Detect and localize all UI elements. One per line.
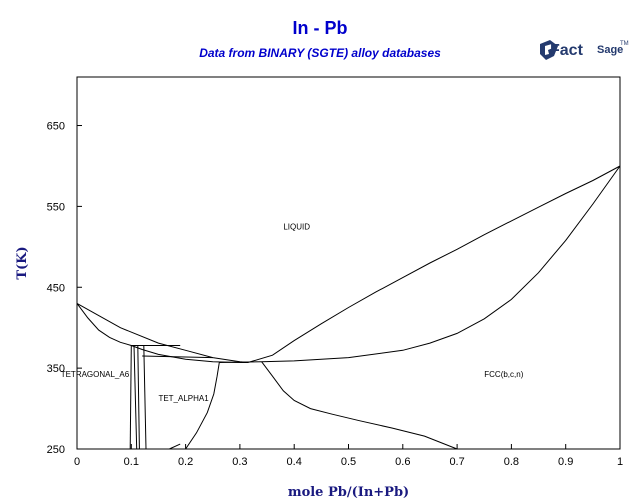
- phase-boundary-line: [169, 443, 181, 450]
- phase-boundary-line: [261, 361, 458, 450]
- y-tick-label: 650: [47, 121, 65, 133]
- phase-label: TET_ALPHA1: [158, 394, 209, 403]
- phase-boundary-line: [129, 345, 132, 450]
- y-tick-label: 350: [47, 363, 65, 375]
- x-tick-label: 0.3: [232, 456, 247, 468]
- x-tick-label: 0.5: [341, 456, 356, 468]
- x-tick-label: 1: [617, 456, 623, 468]
- x-tick-label: 0.2: [178, 456, 193, 468]
- phase-boundary-line: [247, 165, 621, 363]
- x-tick-label: 0: [74, 456, 80, 468]
- x-tick-label: 0.8: [504, 456, 519, 468]
- y-tick-label: 550: [47, 201, 65, 213]
- x-tick-label: 0.7: [449, 456, 464, 468]
- y-tick-label: 250: [47, 444, 65, 456]
- phase-boundary-line: [133, 345, 138, 450]
- x-tick-label: 0.9: [558, 456, 573, 468]
- phase-boundary-line: [142, 355, 213, 359]
- phase-boundary-line: [137, 345, 140, 450]
- phase-boundary-line: [185, 362, 220, 450]
- y-axis-title: T(K): [15, 246, 30, 279]
- phase-boundary-line: [219, 361, 262, 363]
- phase-label: FCC(b,c,n): [484, 370, 523, 379]
- phase-boundary-line: [143, 345, 147, 450]
- logo-text-fact: Fact: [550, 42, 583, 59]
- y-tick-label: 450: [47, 282, 65, 294]
- phase-label: LIQUID: [283, 223, 310, 232]
- logo-tm: TM: [620, 41, 629, 47]
- logo-text-sage: Sage: [597, 44, 624, 56]
- chart-title: In - Pb: [292, 18, 348, 38]
- x-tick-label: 0.6: [395, 456, 410, 468]
- phase-label: TETRAGONAL_A6: [61, 370, 130, 379]
- x-tick-label: 0.1: [124, 456, 139, 468]
- factsage-logo-mark: [540, 40, 558, 60]
- x-axis-title: mole Pb/(In+Pb): [288, 485, 409, 500]
- phase-boundary-line: [76, 303, 248, 363]
- chart-subtitle: Data from BINARY (SGTE) alloy databases: [199, 46, 441, 60]
- factsage-logo: Fact Sage TM: [536, 38, 629, 70]
- x-tick-label: 0.4: [287, 456, 302, 468]
- phase-boundary-line: [261, 165, 621, 363]
